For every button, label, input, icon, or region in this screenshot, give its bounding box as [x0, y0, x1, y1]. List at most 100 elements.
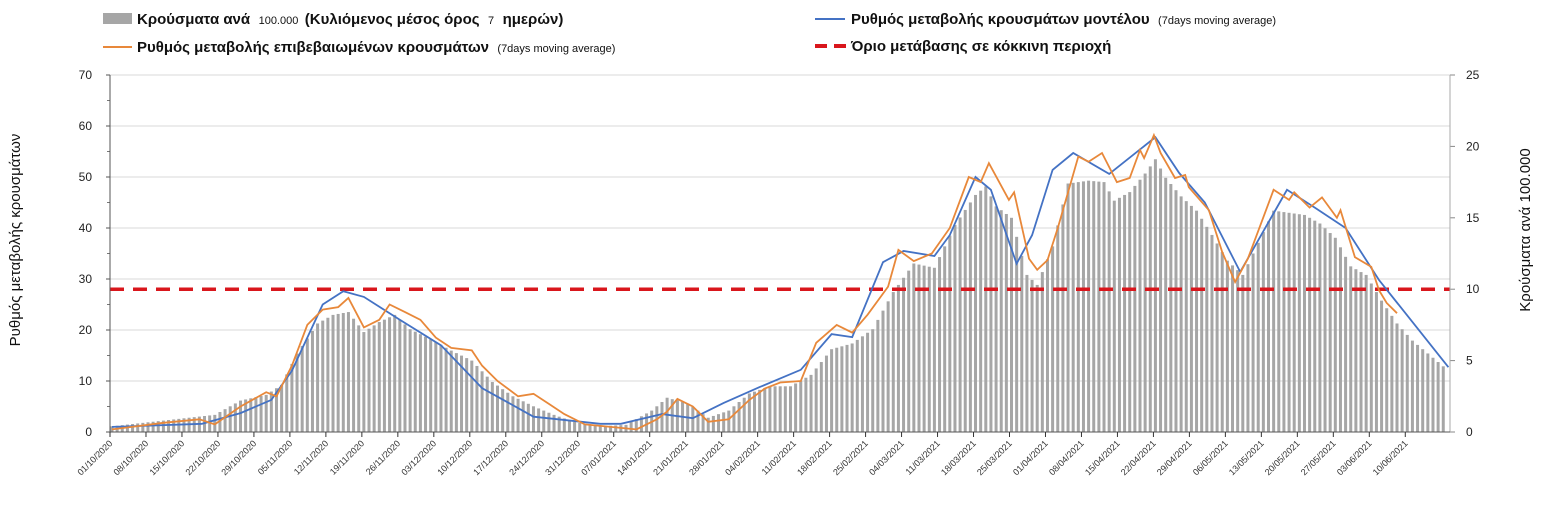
bar [1210, 234, 1214, 432]
bar [1359, 272, 1363, 432]
bar [485, 376, 489, 432]
bar [1246, 264, 1250, 432]
bar [1138, 179, 1142, 432]
bar [290, 363, 294, 432]
bar [609, 425, 613, 432]
bar [1123, 194, 1127, 432]
bar [172, 419, 176, 432]
confirmed-rate-line [111, 132, 1398, 431]
x-tick-label: 04/02/2021 [723, 438, 762, 477]
x-tick-label: 26/11/2020 [364, 438, 402, 476]
bar [1117, 197, 1121, 432]
bar [1205, 226, 1209, 432]
bar [1426, 353, 1430, 432]
bar [1338, 247, 1342, 432]
bar [747, 393, 751, 432]
bar [1436, 362, 1440, 432]
bar-series [110, 159, 1445, 433]
bar [1431, 357, 1435, 432]
bar [167, 420, 171, 432]
bar [614, 425, 618, 432]
bar [552, 414, 556, 432]
bar [1421, 349, 1425, 432]
legend-text: ημερών) [503, 11, 564, 28]
bar [783, 386, 787, 432]
bar [1107, 191, 1111, 432]
legend-text: (7days moving average) [1158, 15, 1276, 27]
x-tick-label: 08/10/2020 [111, 438, 150, 477]
bar [891, 292, 895, 432]
bar [1364, 274, 1368, 432]
bar [732, 406, 736, 432]
y-right-tick-label: 5 [1466, 354, 1473, 368]
bar [1071, 182, 1075, 432]
bar [691, 407, 695, 432]
bar [1220, 252, 1224, 432]
bar [141, 422, 145, 432]
bar [660, 402, 664, 432]
y-left-tick-label: 10 [79, 374, 93, 388]
bar [239, 400, 242, 432]
y-left-tick-label: 70 [79, 68, 93, 82]
bar [408, 329, 412, 432]
bar [454, 353, 458, 432]
bar [974, 194, 978, 432]
bar [249, 398, 253, 432]
bar [336, 313, 340, 432]
legend-item-threshold[interactable]: Όριο μετάβασης σε κόκκινη περιοχή [815, 38, 1111, 55]
bar [1251, 253, 1255, 432]
bar [742, 397, 746, 432]
bar [1128, 192, 1132, 432]
x-tick-label: 20/05/2021 [1263, 438, 1302, 477]
bar [1179, 196, 1183, 432]
x-tick-label: 03/12/2020 [399, 438, 438, 477]
bar [244, 399, 248, 432]
bar [490, 382, 494, 432]
bar [156, 421, 160, 432]
bar [562, 418, 566, 432]
bar [1282, 212, 1286, 432]
legend-item-bars[interactable]: Κρούσματα ανά 100.000 (Κυλιόμενος μέσος … [103, 11, 563, 28]
bar [1056, 225, 1060, 432]
y-right-tick-label: 15 [1466, 211, 1480, 225]
svg-text:Όριο μετάβασης σε κόκκινη περι: Όριο μετάβασης σε κόκκινη περιοχή [850, 38, 1111, 55]
bar [639, 416, 643, 432]
bar [300, 345, 304, 432]
bar [295, 353, 299, 432]
x-tick-label: 14/01/2021 [615, 438, 654, 477]
bar [1302, 214, 1306, 432]
x-tick-label: 11/03/2021 [903, 438, 941, 476]
x-tick-label: 28/01/2021 [687, 438, 726, 477]
bar [1272, 210, 1276, 432]
bar [542, 410, 546, 432]
x-tick-label: 07/01/2021 [579, 438, 618, 477]
bar [573, 422, 577, 432]
bar [264, 394, 268, 432]
bar [413, 331, 417, 432]
bar [1169, 184, 1173, 432]
bar [377, 322, 381, 432]
bar [968, 202, 972, 432]
bar [1215, 243, 1219, 432]
bar [814, 368, 818, 432]
bar [233, 403, 237, 432]
svg-text:Κρούσματα ανά 100.000: Κρούσματα ανά 100.000 (Κυλιόμενος μέσος … [137, 11, 563, 28]
x-tick-label: 10/06/2021 [1371, 438, 1410, 477]
bar [1092, 181, 1096, 432]
x-tick-label: 03/06/2021 [1335, 438, 1374, 477]
bar [840, 346, 844, 432]
legend-item-confirmed[interactable]: Ρυθμός μεταβολής επιβεβαιωμένων κρουσμάτ… [103, 39, 615, 56]
bar [1184, 201, 1188, 432]
bar [146, 422, 150, 432]
bar [979, 190, 983, 432]
bar [1267, 221, 1270, 432]
bar [208, 415, 212, 432]
bar [526, 403, 530, 432]
bar [1133, 185, 1137, 432]
bar [1112, 200, 1116, 432]
legend-item-model[interactable]: Ρυθμός μεταβολής κρουσμάτων μοντέλου (7d… [815, 11, 1276, 28]
bar [989, 196, 993, 432]
bar [948, 235, 952, 432]
x-tick-label: 25/03/2021 [975, 438, 1014, 477]
